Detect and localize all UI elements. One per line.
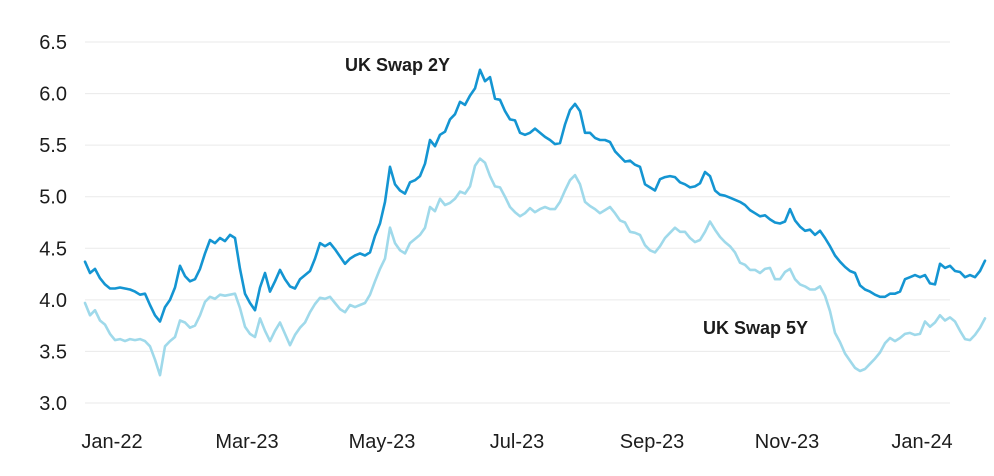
y-tick-label-5.0: 5.0 xyxy=(39,187,67,209)
x-tick-label-Sep-23: Sep-23 xyxy=(620,431,685,453)
y-axis-tick-labels: 6.5 6.0 5.5 5.0 4.5 4.0 3.5 3.0 xyxy=(39,32,67,415)
y-tick-label-6.5: 6.5 xyxy=(39,32,67,54)
series-label-uk-swap-5y: UK Swap 5Y xyxy=(703,318,808,338)
line-uk-swap-2y xyxy=(83,68,987,323)
series-label-uk-swap-2y: UK Swap 2Y xyxy=(345,55,450,75)
y-tick-label-3.5: 3.5 xyxy=(39,341,67,363)
x-tick-label-May-23: May-23 xyxy=(349,431,416,453)
y-tick-label-6.0: 6.0 xyxy=(39,84,67,106)
y-tick-label-5.5: 5.5 xyxy=(39,135,67,157)
series-lines xyxy=(83,68,987,377)
x-tick-label-Jan-24: Jan-24 xyxy=(891,431,952,453)
y-tick-label-4.0: 4.0 xyxy=(39,290,67,312)
gridlines xyxy=(85,41,950,404)
x-tick-label-Nov-23: Nov-23 xyxy=(755,431,819,453)
line-uk-swap-5y xyxy=(83,157,987,377)
x-axis-tick-labels: Jan-22 Mar-23 May-23 Jul-23 Sep-23 Nov-23 Jan-… xyxy=(81,431,952,453)
y-tick-label-3.0: 3.0 xyxy=(39,393,67,415)
x-tick-label-Jan-22: Jan-22 xyxy=(81,431,142,453)
x-tick-label-Mar-23: Mar-23 xyxy=(215,431,278,453)
x-tick-label-Jul-23: Jul-23 xyxy=(490,431,544,453)
y-tick-label-4.5: 4.5 xyxy=(39,238,67,260)
